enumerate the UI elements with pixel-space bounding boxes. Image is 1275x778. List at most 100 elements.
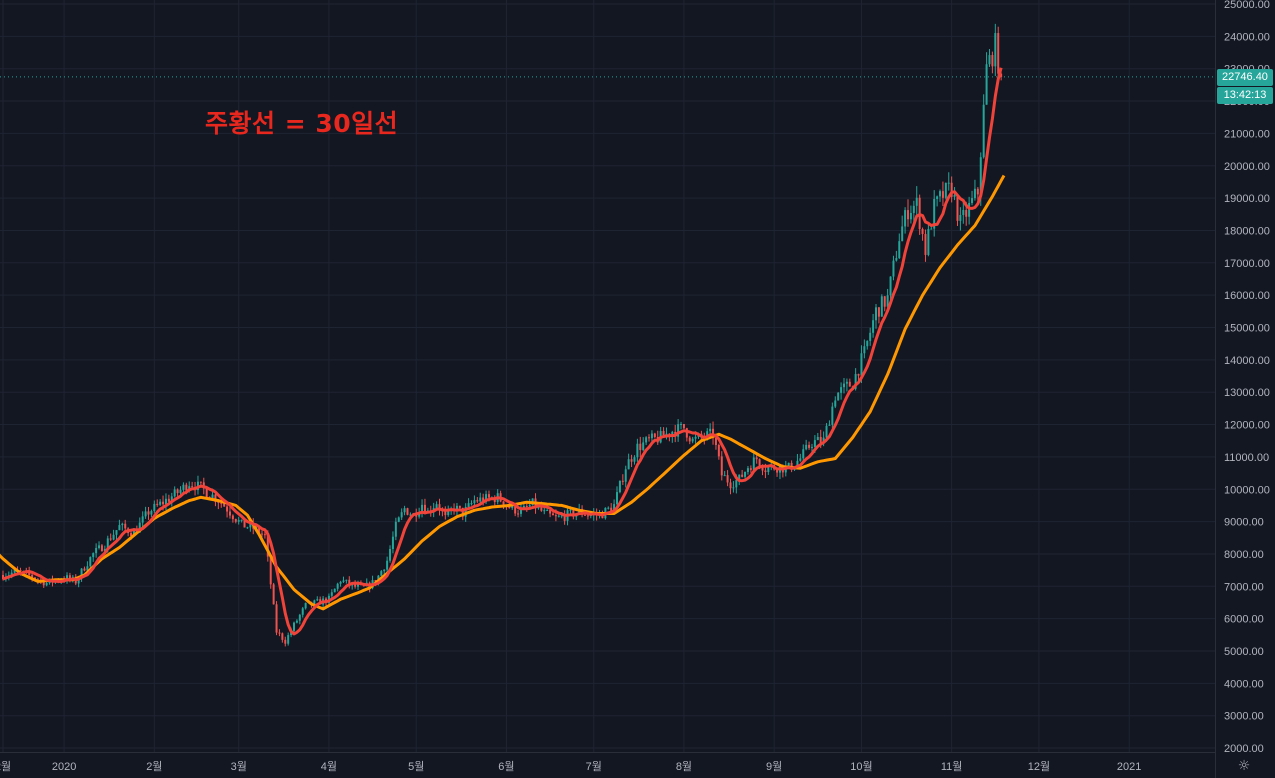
- candle-body: [269, 556, 272, 585]
- candle-body: [810, 446, 813, 448]
- candle-body: [586, 515, 589, 517]
- candle-body: [828, 424, 831, 426]
- candle-body: [706, 431, 709, 438]
- candle-body: [237, 520, 240, 522]
- candle-body: [519, 509, 522, 514]
- candle-body: [840, 387, 843, 393]
- candle-body: [147, 511, 150, 515]
- candle-body: [118, 525, 121, 531]
- candle-body: [866, 340, 869, 347]
- price-axis[interactable]: 25000.0024000.0023000.0022000.0021000.00…: [1215, 0, 1275, 778]
- candle-body: [485, 494, 488, 503]
- candle-body: [191, 486, 194, 488]
- candle-body: [159, 501, 162, 505]
- candle-body: [470, 503, 473, 505]
- candle-body: [89, 557, 92, 567]
- candle-body: [941, 191, 944, 198]
- y-tick-label: 24000.00: [1224, 31, 1270, 43]
- candle-body: [103, 548, 106, 552]
- candle-body: [560, 515, 563, 517]
- candle-body: [144, 511, 147, 517]
- candle-body: [540, 506, 543, 511]
- candle-body: [613, 504, 616, 512]
- candle-body: [266, 534, 269, 557]
- candle-body: [68, 575, 71, 580]
- candle-body: [304, 602, 307, 609]
- ma-annotation-text: 주황선 = 30일선: [205, 109, 399, 138]
- candle-body: [394, 521, 397, 537]
- candle-body: [100, 545, 103, 552]
- y-tick-label: 16000.00: [1224, 290, 1270, 302]
- candlesticks: [2, 23, 1003, 647]
- candle-body: [630, 459, 633, 462]
- candle-body: [141, 516, 144, 523]
- candle-body: [796, 460, 799, 468]
- candle-body: [438, 504, 441, 511]
- candle-body: [872, 320, 875, 333]
- candle-body: [240, 519, 243, 521]
- candle-body: [749, 468, 752, 470]
- candle-body: [953, 195, 956, 197]
- x-tick-label: 9월: [766, 760, 782, 773]
- candle-body: [639, 443, 642, 450]
- candle-body: [295, 620, 298, 623]
- candle-body: [260, 533, 263, 535]
- candle-body: [109, 538, 112, 540]
- x-tick-label: 4월: [321, 760, 337, 773]
- candle-body: [464, 506, 467, 517]
- candle-body: [607, 507, 610, 509]
- candle-body: [461, 507, 464, 517]
- candle-body: [805, 444, 808, 450]
- candle-body: [860, 353, 863, 376]
- y-tick-label: 15000.00: [1224, 323, 1270, 335]
- candle-body: [912, 205, 915, 213]
- candle-body: [621, 480, 624, 482]
- candle-body: [231, 515, 234, 520]
- candle-body: [988, 55, 991, 65]
- candle-body: [816, 436, 819, 441]
- candle-body: [889, 276, 892, 296]
- candle-body: [386, 560, 389, 570]
- candle-body: [31, 574, 34, 578]
- candle-body: [682, 424, 685, 429]
- candle-body: [741, 474, 744, 477]
- candle-body: [380, 571, 383, 576]
- candle-body: [80, 568, 83, 578]
- candle-body: [156, 503, 159, 505]
- candle-body: [971, 198, 974, 204]
- x-tick-label: 7월: [586, 760, 602, 773]
- time-axis[interactable]: 2월 2020 2월 3월 4월 5월 6월 7월 8월 9월 10월 11월 12월 2021: [0, 752, 1215, 774]
- y-tick-label: 9000.00: [1224, 517, 1264, 529]
- candle-body: [423, 504, 426, 514]
- candle-body: [162, 501, 165, 505]
- candle-body: [284, 639, 287, 644]
- candle-body: [487, 494, 490, 498]
- candle-body: [121, 523, 124, 526]
- y-tick-label: 21000.00: [1224, 128, 1270, 140]
- candle-body: [10, 572, 13, 576]
- candle-body: [764, 470, 767, 473]
- candle-body: [234, 519, 237, 522]
- candle-countdown-badge: 13:42:13: [1217, 87, 1273, 104]
- candle-body: [813, 440, 816, 447]
- candle-body: [776, 469, 779, 473]
- candle-body: [199, 481, 202, 483]
- candle-body: [28, 571, 31, 575]
- candle-body: [680, 424, 683, 426]
- settings-icon[interactable]: ☼: [1237, 758, 1251, 774]
- candle-body: [185, 484, 188, 491]
- candle-body: [761, 466, 764, 471]
- candle-body: [409, 514, 412, 516]
- candle-body: [752, 457, 755, 470]
- candle-body: [895, 258, 898, 261]
- candle-body: [842, 383, 845, 388]
- candle-body: [211, 494, 214, 499]
- candle-body: [991, 55, 994, 67]
- candle-body: [313, 600, 316, 605]
- candle-body: [83, 568, 86, 571]
- candle-body: [898, 241, 901, 259]
- candle-body: [924, 233, 927, 255]
- x-tick-label: 11월: [941, 760, 963, 773]
- candle-body: [298, 614, 301, 621]
